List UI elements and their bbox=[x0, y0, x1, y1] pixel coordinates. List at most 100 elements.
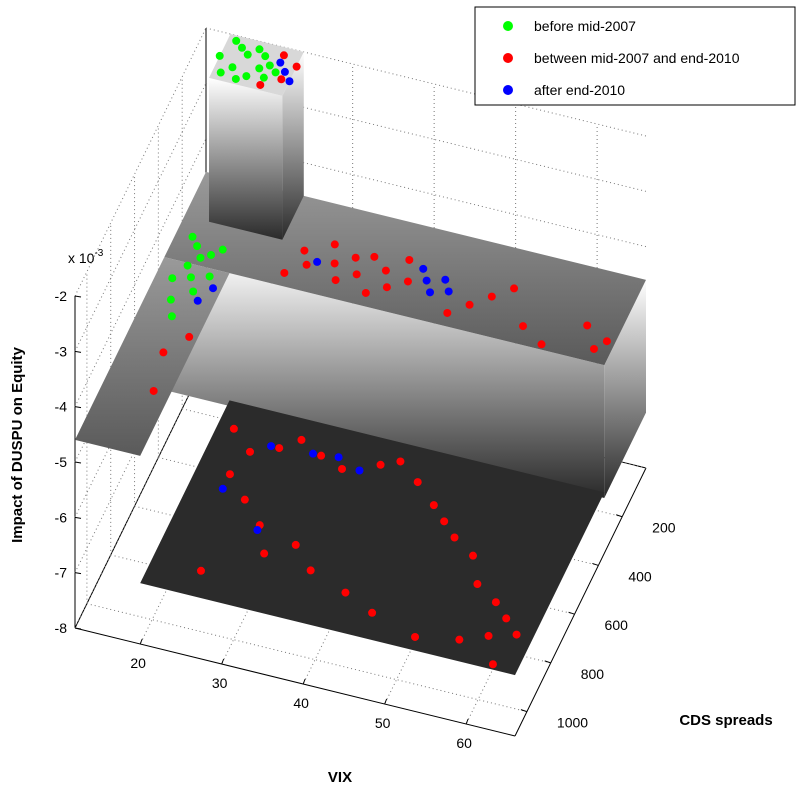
data-point bbox=[429, 501, 438, 510]
data-point bbox=[455, 635, 464, 644]
grid bbox=[74, 27, 647, 737]
data-point bbox=[331, 276, 340, 285]
x-tick bbox=[302, 678, 306, 685]
data-point bbox=[186, 273, 195, 282]
data-point bbox=[215, 51, 224, 60]
data-point bbox=[242, 72, 251, 81]
data-point bbox=[341, 588, 350, 597]
legend: before mid-2007 between mid-2007 and end-… bbox=[474, 6, 796, 106]
surface-wall bbox=[604, 279, 646, 498]
data-point bbox=[259, 73, 268, 82]
data-point bbox=[196, 566, 205, 575]
grid-line bbox=[74, 83, 207, 352]
data-point bbox=[225, 470, 234, 479]
data-point bbox=[232, 36, 241, 45]
grid-line bbox=[74, 138, 207, 407]
data-point bbox=[519, 322, 528, 331]
y-tick-label: 1000 bbox=[557, 715, 588, 731]
data-point bbox=[443, 308, 452, 317]
grid-line bbox=[74, 359, 207, 629]
surface-top bbox=[75, 257, 230, 456]
data-point bbox=[245, 447, 254, 456]
data-point bbox=[361, 288, 370, 297]
data-point bbox=[243, 50, 252, 59]
z-multiplier-base: x 10 bbox=[68, 250, 95, 266]
y-tick-label: 600 bbox=[605, 617, 629, 633]
surface-wall bbox=[209, 77, 283, 240]
z-tick-label: -8 bbox=[55, 620, 68, 636]
z-tick-label: -3 bbox=[55, 343, 68, 359]
data-point bbox=[405, 255, 414, 264]
data-point bbox=[209, 284, 218, 293]
data-point bbox=[291, 540, 300, 549]
data-point bbox=[487, 292, 496, 301]
data-point bbox=[277, 75, 286, 84]
data-point bbox=[330, 240, 339, 249]
data-point bbox=[166, 295, 175, 304]
data-point bbox=[297, 435, 306, 444]
y-tick-label: 200 bbox=[652, 520, 676, 536]
z-tick-label: -7 bbox=[55, 565, 68, 581]
data-point bbox=[413, 478, 422, 487]
z-tick-label: -6 bbox=[55, 509, 68, 525]
data-point bbox=[149, 386, 158, 395]
z-multiplier: x 10-3 bbox=[68, 248, 104, 266]
legend-label: between mid-2007 and end-2010 bbox=[534, 50, 740, 66]
grid-line bbox=[139, 375, 272, 645]
data-point bbox=[218, 245, 227, 254]
surface-top bbox=[140, 400, 605, 676]
data-point bbox=[512, 630, 521, 639]
z-tick bbox=[74, 350, 82, 353]
x-tick-label: 30 bbox=[212, 675, 228, 691]
data-point bbox=[419, 264, 428, 273]
z-exponent: -3 bbox=[94, 248, 103, 259]
data-point bbox=[183, 261, 192, 270]
data-point bbox=[334, 453, 343, 462]
z-tick bbox=[74, 295, 82, 298]
axis-line bbox=[514, 467, 647, 737]
data-point bbox=[351, 253, 360, 262]
data-point bbox=[537, 340, 546, 349]
data-point bbox=[370, 252, 379, 261]
data-point bbox=[280, 67, 289, 76]
x-tick-label: 50 bbox=[375, 715, 391, 731]
data-point bbox=[231, 74, 240, 83]
data-point bbox=[444, 287, 453, 296]
data-point bbox=[440, 517, 449, 526]
legend-box bbox=[474, 6, 796, 106]
surface-wall bbox=[282, 52, 304, 240]
data-point bbox=[488, 660, 497, 669]
z-axis-label: Impact of DUSPU on Equity bbox=[9, 346, 26, 543]
grid-line bbox=[74, 27, 207, 297]
data-point bbox=[450, 533, 459, 542]
data-point bbox=[216, 68, 225, 77]
data-point bbox=[159, 348, 168, 357]
data-point bbox=[338, 464, 347, 473]
legend-label: before mid-2007 bbox=[534, 18, 636, 34]
data-point bbox=[602, 337, 611, 346]
axis-line bbox=[74, 627, 516, 737]
data-point bbox=[285, 77, 294, 86]
data-point bbox=[502, 614, 511, 623]
data-point bbox=[280, 268, 289, 277]
data-point bbox=[411, 632, 420, 641]
legend-marker bbox=[503, 53, 513, 63]
data-point bbox=[589, 344, 598, 353]
data-point bbox=[168, 274, 177, 283]
x-tick-label: 20 bbox=[130, 655, 146, 671]
data-point bbox=[473, 580, 482, 589]
data-point bbox=[306, 566, 315, 575]
data-point bbox=[491, 598, 500, 607]
data-point bbox=[465, 300, 474, 309]
data-point bbox=[267, 442, 276, 451]
data-point bbox=[229, 424, 238, 433]
data-point bbox=[240, 495, 249, 504]
grid-line bbox=[384, 435, 517, 705]
data-point bbox=[255, 64, 264, 73]
legend-label: after end-2010 bbox=[534, 82, 625, 98]
grid-line bbox=[465, 455, 598, 725]
y-tick bbox=[616, 514, 623, 518]
y-tick-label: 400 bbox=[628, 568, 652, 584]
data-point bbox=[189, 287, 198, 296]
